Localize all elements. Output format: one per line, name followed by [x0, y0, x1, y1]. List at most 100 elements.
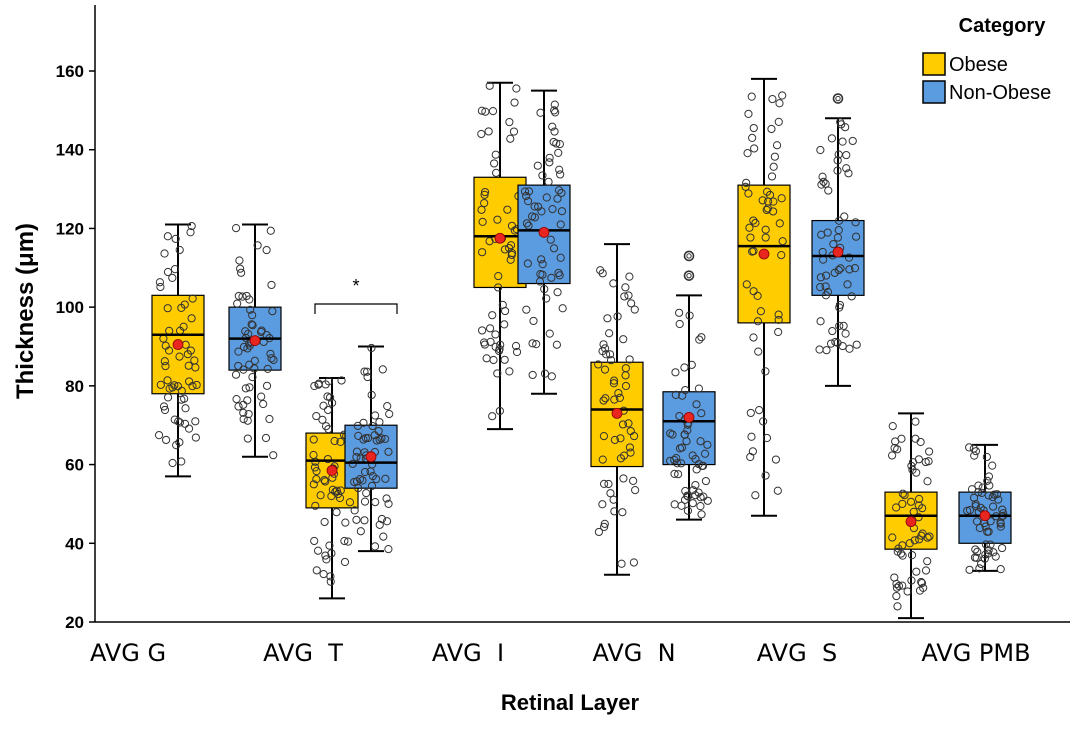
data-point [236, 264, 245, 273]
data-point [971, 447, 981, 456]
data-point [833, 338, 842, 347]
data-point [844, 253, 854, 262]
data-point [745, 223, 754, 232]
data-point [621, 283, 630, 292]
data-point [823, 287, 833, 297]
data-point [488, 412, 497, 421]
data-point [245, 295, 254, 304]
data-point [741, 182, 750, 191]
data-point [542, 294, 551, 303]
data-point [614, 388, 623, 398]
data-point [753, 291, 762, 300]
data-point [375, 417, 384, 427]
data-point [537, 255, 546, 264]
data-point [601, 394, 610, 403]
data-point [839, 321, 848, 331]
data-point [974, 481, 983, 490]
legend-label-obese: Obese [949, 54, 1008, 76]
data-point [996, 522, 1005, 531]
data-point [627, 299, 636, 308]
data-point [828, 326, 837, 336]
data-point [599, 479, 609, 488]
data-point [911, 434, 920, 443]
data-point [605, 329, 614, 338]
data-point [360, 497, 370, 506]
data-point [380, 434, 390, 444]
data-point [266, 226, 275, 235]
data-point [500, 306, 510, 316]
outlier-point [835, 95, 841, 102]
mean-marker [326, 465, 338, 476]
data-point [248, 373, 257, 382]
data-point [496, 340, 505, 349]
data-point [362, 367, 372, 376]
data-point [747, 92, 756, 101]
data-point [915, 535, 924, 544]
data-point [548, 204, 557, 214]
data-point [532, 340, 541, 349]
data-point [671, 390, 680, 400]
data-point [237, 268, 246, 277]
data-point [835, 300, 845, 310]
data-point [359, 418, 368, 427]
data-point [192, 380, 201, 390]
data-point [480, 198, 489, 208]
data-point [670, 469, 679, 478]
data-point [186, 346, 195, 355]
data-point [746, 233, 755, 242]
data-point [506, 255, 515, 264]
data-point [996, 565, 1005, 574]
data-point [244, 409, 253, 419]
data-point [616, 434, 625, 443]
data-point [629, 476, 638, 485]
data-point [512, 347, 522, 357]
data-point [970, 451, 979, 460]
data-point [621, 364, 630, 373]
data-point [988, 461, 997, 470]
data-point [257, 392, 266, 401]
mean-marker [365, 451, 377, 463]
data-point [821, 282, 830, 291]
data-point [598, 269, 607, 278]
data-point [768, 94, 777, 104]
data-point [833, 233, 842, 242]
data-point [835, 321, 844, 330]
y-tick-label: 140 [56, 141, 84, 160]
legend: Category Obese Non-Obese [922, 15, 1051, 104]
data-point [493, 369, 502, 378]
data-point [367, 343, 376, 353]
data-point [235, 256, 244, 265]
box-non-obese-4 [662, 250, 716, 521]
data-point [774, 310, 783, 319]
data-point [154, 431, 164, 440]
data-point [838, 137, 847, 146]
data-point [606, 489, 615, 498]
data-point [163, 393, 173, 402]
data-point [362, 488, 371, 498]
box-obese-4 [590, 243, 644, 576]
data-point [989, 548, 998, 557]
data-point [754, 347, 763, 356]
data-point [253, 241, 262, 250]
data-point [905, 539, 914, 548]
data-point [488, 106, 498, 116]
data-point [267, 280, 276, 290]
data-point [898, 541, 907, 550]
data-point [671, 368, 680, 377]
data-point [762, 433, 772, 443]
x-axis-title: Retinal Layer [501, 690, 640, 715]
data-point [536, 108, 545, 117]
data-point [257, 326, 266, 335]
data-point [840, 212, 849, 221]
data-point [481, 107, 490, 116]
data-point [164, 346, 174, 355]
data-point [670, 500, 679, 509]
data-point [265, 414, 274, 424]
data-point [245, 360, 254, 369]
y-axis-title: Thickness (μm) [12, 223, 39, 399]
data-point [480, 190, 489, 199]
data-point [545, 329, 554, 338]
x-tick-label: AVG G [90, 639, 166, 667]
data-point [609, 279, 618, 288]
data-point [506, 241, 516, 250]
